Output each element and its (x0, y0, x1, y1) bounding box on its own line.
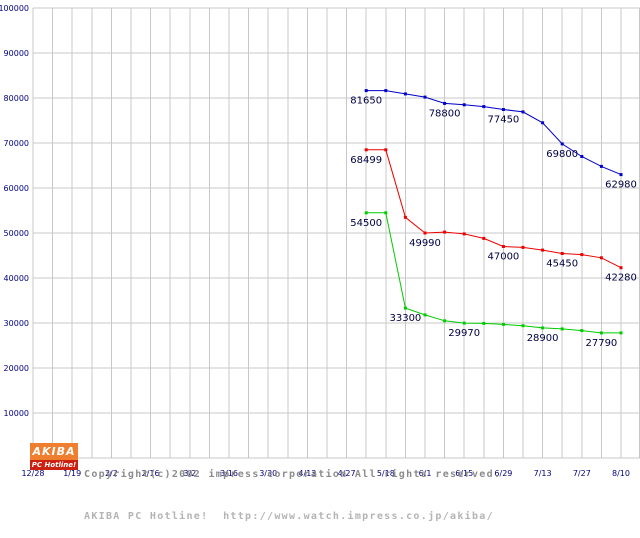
series-green-point (599, 331, 603, 335)
y-tick-label: 90000 (4, 49, 29, 58)
series-green-point (560, 327, 564, 331)
series-red-point (619, 266, 623, 270)
copyright-line: Copyright(c)2002 impress corporation All… (84, 469, 502, 480)
series-blue-value-label: 81650 (350, 96, 382, 107)
akiba-logo-title: AKIBA (30, 443, 78, 460)
x-tick-label: 2/16 (142, 469, 160, 478)
series-green-value-label: 27790 (585, 338, 617, 349)
y-tick-label: 80000 (4, 94, 29, 103)
series-blue-point (541, 121, 545, 125)
x-tick-label: 4/27 (338, 469, 356, 478)
series-blue-value-label: 69800 (546, 149, 578, 160)
series-red-point (560, 252, 564, 255)
series-green-value-label: 28900 (527, 333, 559, 344)
series-blue-point (403, 92, 407, 96)
x-tick-label: 1/19 (63, 469, 81, 478)
series-green-point (580, 329, 584, 333)
series-blue-point (560, 142, 564, 146)
series-green-point (364, 211, 368, 215)
x-tick-label: 8/10 (612, 469, 630, 478)
series-red-line (366, 149, 622, 269)
series-red-point (521, 245, 525, 249)
series-red-point (541, 248, 545, 252)
series-blue-point (599, 164, 603, 168)
series-red-point (403, 215, 407, 219)
series-red-point (501, 245, 505, 248)
series-green-point (462, 321, 466, 325)
series-green-point (443, 319, 447, 323)
series-blue-point (619, 173, 623, 177)
y-tick-label: 50000 (4, 229, 29, 238)
series-red-point (580, 253, 584, 257)
x-tick-label: 3/30 (259, 469, 277, 478)
credit-url-line: AKIBA PC Hotline! http://www.watch.impre… (84, 511, 494, 522)
series-green-value-label: 33300 (389, 313, 421, 324)
series-green-point (521, 324, 525, 328)
series-green-point (403, 306, 407, 310)
series-blue-line (366, 90, 622, 176)
y-tick-label: 100000 (0, 4, 29, 13)
x-tick-label: 6/15 (455, 469, 473, 478)
copyright-block: Copyright(c)2002 impress corporation All… (84, 440, 501, 538)
series-red-point (364, 148, 368, 152)
x-tick-label: 7/27 (573, 469, 591, 478)
x-tick-label: 3/16 (220, 469, 238, 478)
x-tick-label: 4/13 (298, 469, 316, 478)
x-tick-label: 7/13 (534, 469, 552, 478)
series-blue-value-label: 62980 (605, 180, 637, 191)
series-blue-point (521, 110, 525, 114)
x-tick-label: 6/29 (494, 469, 512, 478)
series-red-value-label: 68499 (350, 155, 382, 166)
series-red-value-label: 49990 (409, 238, 441, 249)
series-blue-point (462, 103, 466, 107)
series-red-value-label: 47000 (487, 252, 519, 263)
series-blue-point (443, 101, 447, 105)
y-tick-label: 30000 (4, 319, 29, 328)
series-green-point (423, 313, 427, 317)
series-blue-point (482, 105, 486, 109)
series-blue-point (364, 89, 368, 93)
series-green-point (482, 321, 486, 325)
akiba-pc-hotline-logo: AKIBA PC Hotline! (30, 443, 78, 470)
x-tick-label: 12/28 (21, 469, 44, 478)
series-blue-point (580, 155, 584, 158)
series-red-point (599, 256, 603, 260)
y-tick-label: 60000 (4, 184, 29, 193)
series-green-point (541, 326, 545, 330)
series-green-value-label: 54500 (350, 218, 382, 229)
x-tick-label: 6/1 (419, 469, 432, 478)
series-green-line (366, 212, 621, 334)
series-green-value-label: 29970 (448, 328, 480, 339)
y-tick-label: 10000 (4, 409, 29, 418)
x-tick-label: 2/2 (105, 469, 118, 478)
series-green-point (384, 211, 388, 215)
price-trend-chart: 100000 90000 80000 70000 60000 50000 40000 3000… (0, 4, 640, 478)
y-tick-label: 40000 (4, 274, 29, 283)
series-green-point (501, 322, 505, 326)
series-red-point (384, 148, 388, 152)
akiba-logo-subtitle: PC Hotline! (30, 460, 78, 470)
series-green-point (619, 331, 623, 335)
x-tick-label: 5/18 (377, 469, 395, 478)
series-red-point (462, 232, 466, 236)
series-red-value-label: 45450 (546, 259, 578, 270)
series-red-point (443, 230, 447, 234)
series-blue-value-label: 77450 (487, 115, 519, 126)
series-blue-point (384, 89, 388, 93)
x-tick-label: 3/2 (183, 469, 196, 478)
series-red-point (423, 231, 427, 235)
series-red-point (482, 236, 486, 240)
series-blue-value-label: 78800 (429, 108, 461, 119)
y-tick-label: 70000 (4, 139, 29, 148)
series-blue-point (501, 108, 505, 111)
y-tick-label: 20000 (4, 364, 29, 373)
series-blue-point (423, 95, 427, 99)
series-red-value-label: 42280 (605, 273, 637, 284)
